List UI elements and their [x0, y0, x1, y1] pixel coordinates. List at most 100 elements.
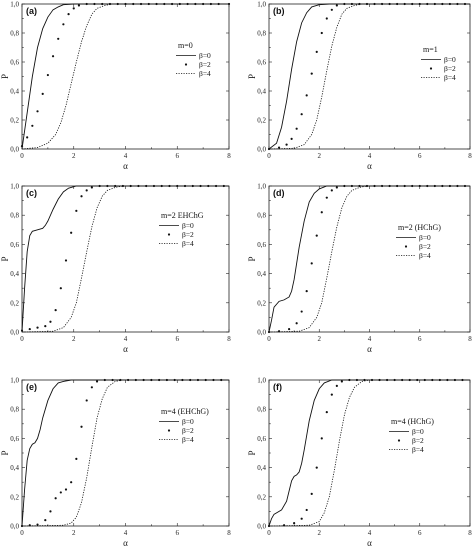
data-point — [207, 184, 210, 188]
data-point — [293, 521, 296, 525]
y-tick-label: 0,6 — [257, 241, 266, 249]
data-point — [433, 2, 436, 6]
panel-6: 0 2 4 6 80,00,20,40,60,81,0αP(f)m=4 (HChG)β=… — [247, 377, 472, 549]
y-axis-label: P — [247, 256, 257, 261]
legend-title: m=4 (HChG) — [391, 417, 434, 426]
legend-entry: β=2 — [412, 436, 424, 445]
legend-swatch — [167, 429, 171, 432]
data-point — [90, 186, 93, 189]
data-point — [325, 411, 328, 414]
y-tick-label: 1,0 — [10, 1, 19, 9]
series-2 — [267, 2, 467, 151]
x-axis-label: α — [123, 344, 128, 354]
series-1 — [21, 3, 229, 150]
data-point — [403, 184, 406, 188]
data-point — [325, 17, 328, 20]
series-line — [21, 379, 229, 527]
data-point — [441, 2, 444, 6]
data-point — [227, 2, 231, 6]
data-point — [51, 55, 55, 58]
data-point — [295, 322, 298, 325]
data-point — [396, 184, 399, 188]
data-point — [103, 378, 106, 382]
x-tick-label: 6 — [418, 152, 422, 160]
data-point — [335, 384, 338, 387]
data-point — [330, 8, 333, 11]
plot-frame — [21, 185, 230, 333]
series-line — [21, 185, 229, 333]
y-tick-label: 0,2 — [10, 299, 19, 307]
data-point — [80, 425, 83, 428]
legend-title: m=1 — [423, 45, 438, 54]
panel-1: 0 2 4 6 8 0,0 0,2 0,4 0,6 0,8 1,0 α P (a) m=0 β=0β=2β=4 — [0, 1, 231, 172]
y-tick-label: 0,4 — [10, 270, 19, 278]
series-2 — [267, 184, 467, 334]
series-line — [268, 185, 470, 333]
data-point — [59, 287, 62, 290]
data-point — [403, 2, 406, 6]
y-tick-label: 0,4 — [257, 88, 266, 96]
legend-title: m=2 (HChG) — [398, 223, 441, 232]
data-point — [220, 378, 223, 382]
legend-entry: β=0 — [419, 233, 431, 242]
y-tick-label: 0,6 — [10, 435, 19, 443]
panel-4: 0 2 4 6 80,00,20,40,60,81,0αP(d)m=2 (HChG)β=… — [247, 183, 472, 355]
y-tick-label: 0,6 — [10, 59, 19, 67]
x-tick-label: 2 — [318, 152, 322, 160]
x-tick-label: 8 — [227, 152, 231, 160]
data-point — [305, 94, 308, 97]
data-point — [85, 189, 88, 192]
series-3 — [21, 3, 229, 150]
series-2 — [267, 378, 464, 528]
data-point — [20, 145, 24, 148]
data-point — [310, 72, 313, 75]
data-point — [373, 184, 376, 188]
y-tick-label: 0,8 — [10, 406, 19, 414]
panel-letter: (e) — [26, 382, 37, 392]
data-point — [217, 2, 220, 6]
data-point — [111, 378, 114, 382]
legend-swatch — [404, 245, 408, 248]
data-point — [325, 196, 328, 199]
y-axis-label: P — [247, 450, 257, 455]
data-point — [288, 327, 291, 331]
legend-swatch — [184, 63, 188, 66]
x-tick-label: 4 — [368, 152, 372, 160]
data-point — [93, 2, 96, 6]
data-point — [305, 508, 308, 512]
data-point — [365, 2, 369, 6]
y-tick-label: 0,2 — [257, 299, 266, 307]
data-point — [448, 2, 451, 6]
data-point — [137, 184, 140, 188]
y-tick-label: 0,4 — [257, 464, 266, 472]
legend-entry: β=4 — [412, 445, 424, 454]
series-line — [21, 3, 229, 150]
data-point — [85, 2, 88, 6]
x-tick-label: 4 — [368, 335, 372, 343]
data-point — [335, 4, 338, 7]
data-point — [330, 189, 333, 192]
data-point — [155, 2, 158, 6]
legend-title: m=0 — [178, 41, 193, 50]
data-point — [350, 2, 354, 6]
data-point — [340, 380, 343, 383]
y-tick-label: 1,0 — [10, 377, 19, 385]
y-tick-label: 0,0 — [257, 523, 266, 531]
data-point — [54, 497, 57, 500]
data-point — [212, 378, 215, 382]
series-3 — [21, 379, 229, 527]
data-point — [36, 523, 39, 526]
y-tick-label: 0,8 — [10, 30, 19, 38]
data-point — [31, 124, 34, 127]
data-point — [101, 2, 104, 6]
x-tick-label: 4 — [124, 335, 128, 343]
series-line — [268, 379, 470, 527]
series-3 — [268, 379, 470, 527]
legend-entry: β=2 — [444, 64, 456, 73]
data-point — [36, 110, 39, 113]
data-point — [330, 393, 333, 396]
y-axis-label: P — [0, 256, 10, 261]
series-2 — [20, 2, 231, 148]
y-tick-label: 0,4 — [10, 88, 19, 96]
